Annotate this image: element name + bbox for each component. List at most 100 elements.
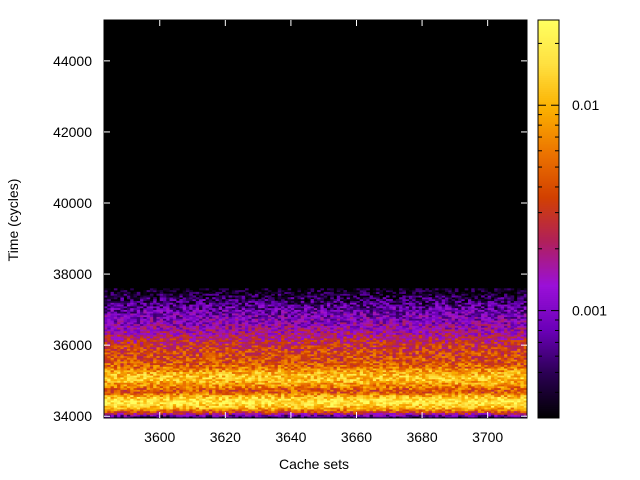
heatmap-cell bbox=[290, 373, 295, 376]
heatmap-cell bbox=[123, 405, 128, 408]
heatmap-cell bbox=[225, 410, 229, 413]
heatmap-cell bbox=[126, 387, 131, 390]
heatmap-cell bbox=[284, 300, 288, 303]
heatmap-cell bbox=[284, 341, 288, 344]
heatmap-cell bbox=[123, 318, 128, 321]
heatmap-cell bbox=[290, 414, 295, 417]
heatmap-cell bbox=[222, 398, 226, 401]
heatmap-cell bbox=[166, 320, 170, 323]
heatmap-cell bbox=[113, 329, 118, 332]
heatmap-cell bbox=[149, 407, 154, 410]
heatmap-cell bbox=[300, 295, 305, 298]
heatmap-cell bbox=[323, 398, 328, 401]
heatmap-cell bbox=[310, 387, 315, 390]
heatmap-cell bbox=[202, 361, 206, 364]
heatmap-cell bbox=[284, 302, 288, 305]
heatmap-cell bbox=[156, 403, 161, 406]
heatmap-cell bbox=[192, 378, 197, 381]
heatmap-cell bbox=[307, 396, 311, 399]
heatmap-cell bbox=[107, 409, 111, 412]
heatmap-cell bbox=[258, 403, 262, 406]
heatmap-cell bbox=[317, 364, 321, 367]
heatmap-cell bbox=[172, 375, 177, 378]
heatmap-cell bbox=[192, 302, 197, 305]
heatmap-cell bbox=[176, 378, 180, 381]
heatmap-cell bbox=[307, 348, 311, 351]
heatmap-cell bbox=[241, 371, 246, 374]
heatmap-cell bbox=[159, 327, 164, 330]
heatmap-cell bbox=[126, 329, 131, 332]
heatmap-cell bbox=[117, 329, 121, 332]
heatmap-cell bbox=[304, 295, 308, 298]
heatmap-cell bbox=[179, 345, 183, 348]
heatmap-cell bbox=[277, 373, 282, 376]
heatmap-cell bbox=[310, 314, 315, 318]
heatmap-cell bbox=[225, 311, 229, 314]
heatmap-cell bbox=[284, 375, 288, 378]
heatmap-cell bbox=[205, 359, 210, 362]
heatmap-cell bbox=[140, 402, 144, 405]
heatmap-cell bbox=[189, 398, 193, 401]
heatmap-cell bbox=[212, 345, 216, 348]
heatmap-cell bbox=[267, 375, 272, 378]
heatmap-cell bbox=[208, 316, 213, 319]
heatmap-cell bbox=[120, 288, 124, 291]
heatmap-cell bbox=[208, 382, 213, 385]
heatmap-cell bbox=[235, 320, 239, 323]
heatmap-cell bbox=[133, 391, 138, 394]
heatmap-cell bbox=[297, 346, 302, 350]
heatmap-cell bbox=[205, 343, 210, 346]
heatmap-cell bbox=[130, 318, 134, 321]
heatmap-cell bbox=[107, 410, 111, 413]
heatmap-cell bbox=[287, 391, 292, 394]
heatmap-cell bbox=[176, 375, 180, 378]
heatmap-cell bbox=[290, 382, 295, 385]
heatmap-cell bbox=[264, 403, 269, 406]
heatmap-cell bbox=[179, 334, 183, 337]
heatmap-cell bbox=[277, 386, 282, 389]
heatmap-cell bbox=[310, 350, 315, 353]
heatmap-cell bbox=[218, 414, 223, 417]
heatmap-cell bbox=[297, 311, 302, 314]
heatmap-cell bbox=[130, 416, 134, 419]
heatmap-cell bbox=[104, 339, 108, 342]
heatmap-cell bbox=[254, 373, 259, 376]
heatmap-cell bbox=[123, 304, 128, 307]
heatmap-cell bbox=[281, 298, 285, 302]
heatmap-cell bbox=[126, 350, 131, 353]
heatmap-cell bbox=[281, 300, 285, 303]
heatmap-cell bbox=[267, 377, 272, 380]
heatmap-cell bbox=[113, 402, 118, 405]
heatmap-cell bbox=[284, 332, 288, 335]
heatmap-cell bbox=[172, 323, 177, 326]
heatmap-cell bbox=[326, 403, 331, 406]
heatmap-cell bbox=[304, 361, 308, 364]
heatmap-cell bbox=[294, 396, 298, 399]
heatmap-cell bbox=[185, 334, 190, 337]
heatmap-cell bbox=[323, 378, 328, 381]
heatmap-cell bbox=[130, 375, 134, 378]
heatmap-cell bbox=[117, 314, 121, 318]
heatmap-cell bbox=[199, 352, 203, 355]
heatmap-cell bbox=[245, 336, 249, 339]
heatmap-cell bbox=[218, 366, 223, 369]
heatmap-cell bbox=[179, 343, 183, 346]
heatmap-cell bbox=[310, 366, 315, 369]
heatmap-cell bbox=[195, 339, 200, 342]
heatmap-cell bbox=[238, 298, 243, 302]
heatmap-cell bbox=[248, 311, 252, 314]
heatmap-cell bbox=[123, 366, 128, 369]
heatmap-cell bbox=[218, 302, 223, 305]
heatmap-cell bbox=[212, 323, 216, 326]
heatmap-cell bbox=[176, 410, 180, 413]
heatmap-cell bbox=[323, 375, 328, 378]
heatmap-cell bbox=[202, 371, 206, 374]
heatmap-cell bbox=[228, 384, 233, 387]
heatmap-cell bbox=[323, 400, 328, 403]
heatmap-cell bbox=[215, 361, 220, 364]
heatmap-cell bbox=[205, 355, 210, 358]
heatmap-cell bbox=[107, 304, 111, 307]
heatmap-cell bbox=[310, 410, 315, 413]
heatmap-cell bbox=[294, 329, 298, 332]
heatmap-cell bbox=[136, 334, 141, 337]
